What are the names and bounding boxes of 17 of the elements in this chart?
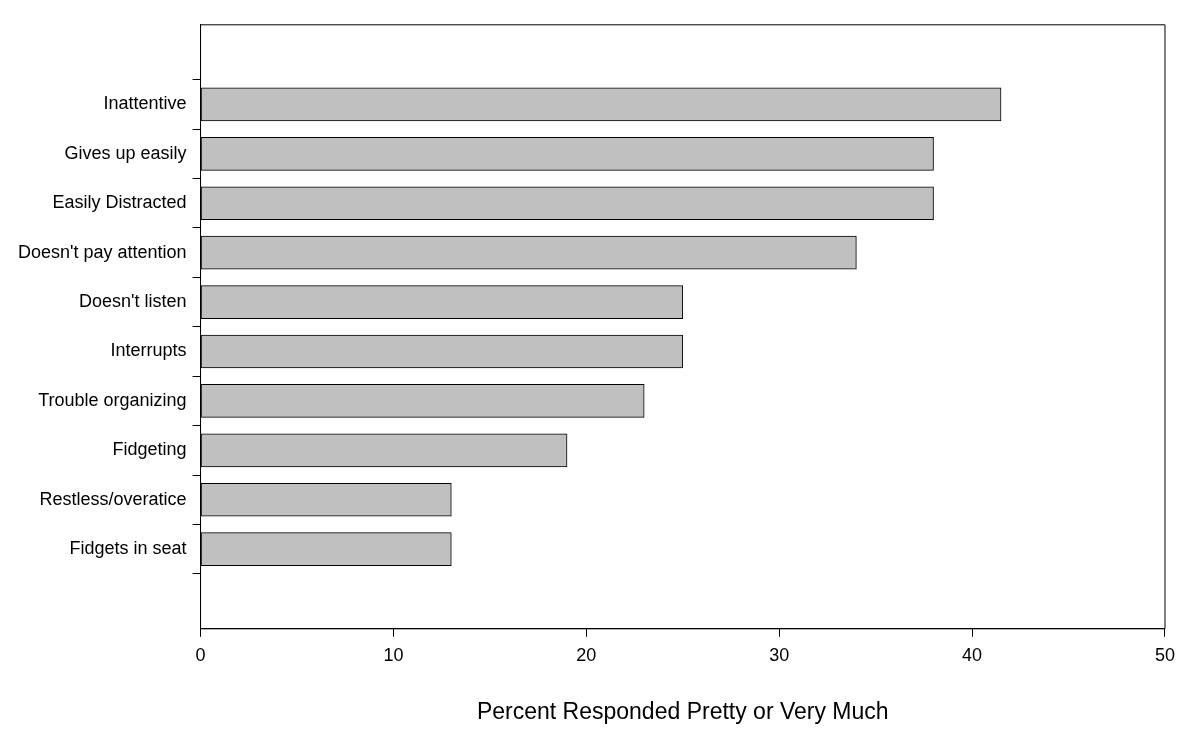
y-tick-label: Fidgets in seat (69, 538, 187, 559)
y-tick-label: Doesn't listen (79, 291, 187, 312)
y-tick-label: Gives up easily (64, 142, 187, 163)
x-tick-label: 30 (769, 644, 790, 665)
x-axis-title: Percent Responded Pretty or Very Much (476, 697, 889, 724)
y-tick-label: Interrupts (110, 340, 187, 361)
x-tick-label: 50 (1154, 644, 1175, 665)
x-tick-label: 10 (383, 644, 404, 665)
y-tick-label: Fidgeting (112, 439, 187, 460)
y-tick-label: Inattentive (103, 93, 187, 114)
x-tick-label: 20 (576, 644, 597, 665)
y-tick-label: Restless/overatice (39, 488, 187, 509)
x-tick-label: 40 (962, 644, 983, 665)
y-tick-label: Doesn't pay attention (17, 241, 187, 262)
x-tick-label: 0 (195, 644, 206, 665)
y-tick-label: Easily Distracted (52, 192, 187, 213)
y-tick-label: Trouble organizing (38, 389, 187, 410)
